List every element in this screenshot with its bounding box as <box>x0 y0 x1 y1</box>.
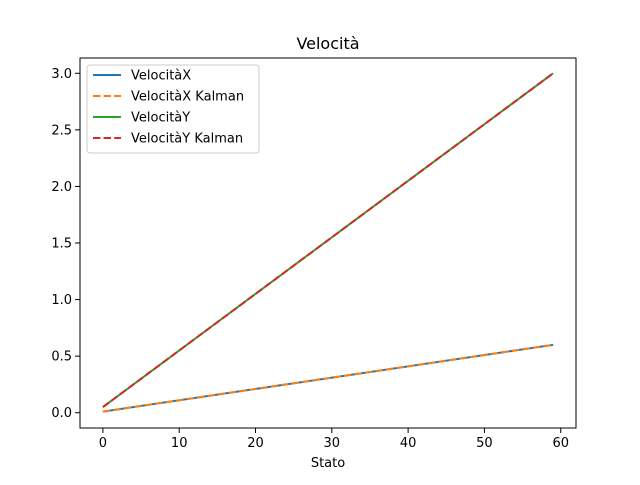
y-tick-label: 0.0 <box>51 406 72 421</box>
x-tick-label: 50 <box>476 436 493 451</box>
y-tick-label: 3.0 <box>51 67 72 82</box>
y-axis-ticks: 0.0 0.5 1.0 1.5 2.0 2.5 3.0 <box>51 67 80 421</box>
y-tick-label: 1.5 <box>51 237 72 252</box>
x-tick-label: 10 <box>171 436 188 451</box>
chart-title: Velocità <box>296 34 359 53</box>
legend-box <box>86 64 260 154</box>
x-tick-label: 30 <box>324 436 341 451</box>
legend-label-1: VelocitàX <box>131 69 191 84</box>
series-line-2 <box>102 343 554 413</box>
x-tick-label: 0 <box>99 436 107 451</box>
y-tick-label: 2.0 <box>51 180 72 195</box>
legend-label-4: VelocitàY Kalman <box>131 132 243 147</box>
y-tick-label: 1.0 <box>51 293 72 308</box>
x-tick-label: 60 <box>552 436 569 451</box>
x-tick-label: 20 <box>247 436 264 451</box>
series-line-4 <box>102 72 554 408</box>
series-layer <box>102 72 554 413</box>
y-tick-label: 2.5 <box>51 123 72 138</box>
y-tick-label: 0.5 <box>51 350 72 365</box>
x-tick-label: 40 <box>400 436 417 451</box>
legend-label-2: VelocitàX Kalman <box>131 90 244 105</box>
x-axis-ticks: 0 10 20 30 40 50 60 <box>99 428 569 451</box>
legend: VelocitàX VelocitàX Kalman VelocitàY Veloci… <box>86 64 260 154</box>
legend-label-3: VelocitàY <box>131 111 190 126</box>
x-axis-label: Stato <box>311 456 345 471</box>
